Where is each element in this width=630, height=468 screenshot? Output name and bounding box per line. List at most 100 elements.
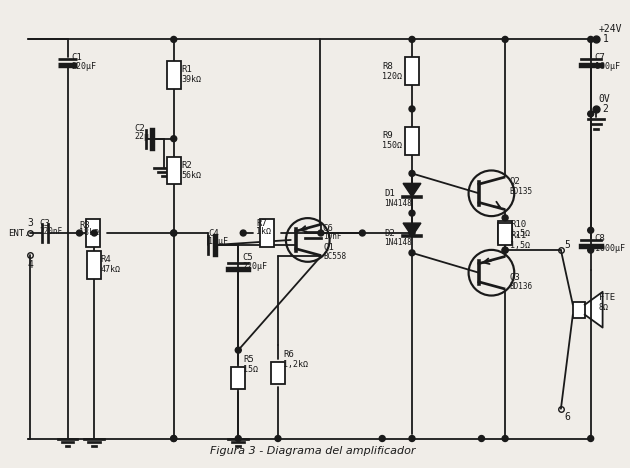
Polygon shape xyxy=(403,223,421,236)
Text: 18kΩ: 18kΩ xyxy=(79,227,100,236)
Text: +24V: +24V xyxy=(598,24,622,35)
FancyBboxPatch shape xyxy=(271,362,285,384)
Circle shape xyxy=(240,230,246,236)
Text: 1N4148: 1N4148 xyxy=(384,199,412,208)
FancyBboxPatch shape xyxy=(405,57,419,85)
Text: 1,5Ω: 1,5Ω xyxy=(510,229,530,238)
Text: 1,5Ω: 1,5Ω xyxy=(510,241,530,250)
Text: R9: R9 xyxy=(382,131,393,140)
Circle shape xyxy=(235,347,241,353)
Circle shape xyxy=(409,106,415,112)
Text: 22μF: 22μF xyxy=(134,132,154,141)
Circle shape xyxy=(502,247,508,253)
Circle shape xyxy=(588,37,593,43)
Circle shape xyxy=(502,436,508,441)
Circle shape xyxy=(275,436,281,441)
Circle shape xyxy=(318,230,324,236)
Text: C7: C7 xyxy=(595,53,605,62)
Text: R7: R7 xyxy=(256,219,267,227)
Circle shape xyxy=(171,37,176,43)
Text: 6: 6 xyxy=(564,412,570,422)
Text: 1000μF: 1000μF xyxy=(595,244,625,253)
FancyBboxPatch shape xyxy=(167,157,181,184)
Text: 39kΩ: 39kΩ xyxy=(181,74,202,84)
Text: Q1: Q1 xyxy=(324,243,335,252)
Circle shape xyxy=(171,136,176,142)
Circle shape xyxy=(171,230,176,236)
Text: C8: C8 xyxy=(595,234,605,243)
Polygon shape xyxy=(585,292,603,328)
FancyBboxPatch shape xyxy=(167,61,181,89)
Text: Figura 3 - Diagrama del amplificador: Figura 3 - Diagrama del amplificador xyxy=(210,446,415,456)
Text: R5: R5 xyxy=(243,355,254,364)
Text: 10nF: 10nF xyxy=(323,233,341,241)
FancyBboxPatch shape xyxy=(88,251,101,278)
Text: 1: 1 xyxy=(603,35,609,44)
Circle shape xyxy=(409,37,415,43)
Text: C2: C2 xyxy=(134,124,145,133)
FancyBboxPatch shape xyxy=(405,127,419,154)
Text: 2: 2 xyxy=(603,104,609,114)
Text: Q2: Q2 xyxy=(509,177,520,186)
FancyBboxPatch shape xyxy=(573,302,585,318)
Text: 120Ω: 120Ω xyxy=(382,72,402,80)
Circle shape xyxy=(171,436,176,441)
Text: R10: R10 xyxy=(510,220,526,229)
Circle shape xyxy=(235,436,241,441)
Circle shape xyxy=(588,247,593,253)
Circle shape xyxy=(379,436,385,441)
Circle shape xyxy=(409,250,415,256)
Circle shape xyxy=(409,170,415,176)
Text: 10μF: 10μF xyxy=(209,237,229,247)
Text: R4: R4 xyxy=(100,256,111,264)
Text: ENT.: ENT. xyxy=(8,228,30,237)
Text: 150Ω: 150Ω xyxy=(382,141,402,150)
Text: R11: R11 xyxy=(510,231,526,240)
Text: 220nF: 220nF xyxy=(40,227,63,235)
Circle shape xyxy=(91,230,97,236)
Text: R2: R2 xyxy=(181,161,192,170)
Text: C4: C4 xyxy=(209,228,219,237)
Text: R3: R3 xyxy=(79,220,90,230)
Circle shape xyxy=(409,210,415,216)
Circle shape xyxy=(502,37,508,43)
Text: BC558: BC558 xyxy=(324,252,346,261)
Text: BD136: BD136 xyxy=(509,282,532,291)
Text: 8Ω: 8Ω xyxy=(598,303,609,312)
Text: R1: R1 xyxy=(181,65,192,73)
FancyBboxPatch shape xyxy=(498,221,512,243)
Text: R6: R6 xyxy=(283,350,294,358)
Text: R8: R8 xyxy=(382,62,393,71)
Text: BD135: BD135 xyxy=(509,187,532,196)
Circle shape xyxy=(171,230,176,236)
Circle shape xyxy=(588,436,593,441)
Text: 47kΩ: 47kΩ xyxy=(100,265,120,274)
Text: 220μF: 220μF xyxy=(243,262,267,271)
Circle shape xyxy=(359,230,365,236)
Text: 1kΩ: 1kΩ xyxy=(256,227,271,235)
Text: 220μF: 220μF xyxy=(71,62,96,71)
FancyBboxPatch shape xyxy=(231,367,245,389)
FancyBboxPatch shape xyxy=(86,219,100,247)
FancyBboxPatch shape xyxy=(260,219,274,247)
Text: 3: 3 xyxy=(28,218,33,228)
Text: C5: C5 xyxy=(243,253,253,263)
Text: Q3: Q3 xyxy=(509,273,520,282)
Circle shape xyxy=(502,215,508,221)
Text: D1: D1 xyxy=(384,189,395,198)
Text: 4: 4 xyxy=(28,260,33,270)
Text: 1N4148: 1N4148 xyxy=(384,238,412,248)
Text: 56kΩ: 56kΩ xyxy=(181,171,202,180)
Circle shape xyxy=(588,111,593,117)
Text: 1,2kΩ: 1,2kΩ xyxy=(283,359,308,369)
Text: 15Ω: 15Ω xyxy=(243,365,258,373)
Circle shape xyxy=(76,230,83,236)
FancyBboxPatch shape xyxy=(498,223,512,245)
Text: 100μF: 100μF xyxy=(595,62,620,71)
Text: C3: C3 xyxy=(40,219,50,227)
Text: FTE: FTE xyxy=(598,293,615,302)
Circle shape xyxy=(502,247,508,253)
Text: 5: 5 xyxy=(564,240,570,250)
Circle shape xyxy=(479,436,484,441)
Circle shape xyxy=(409,230,415,236)
